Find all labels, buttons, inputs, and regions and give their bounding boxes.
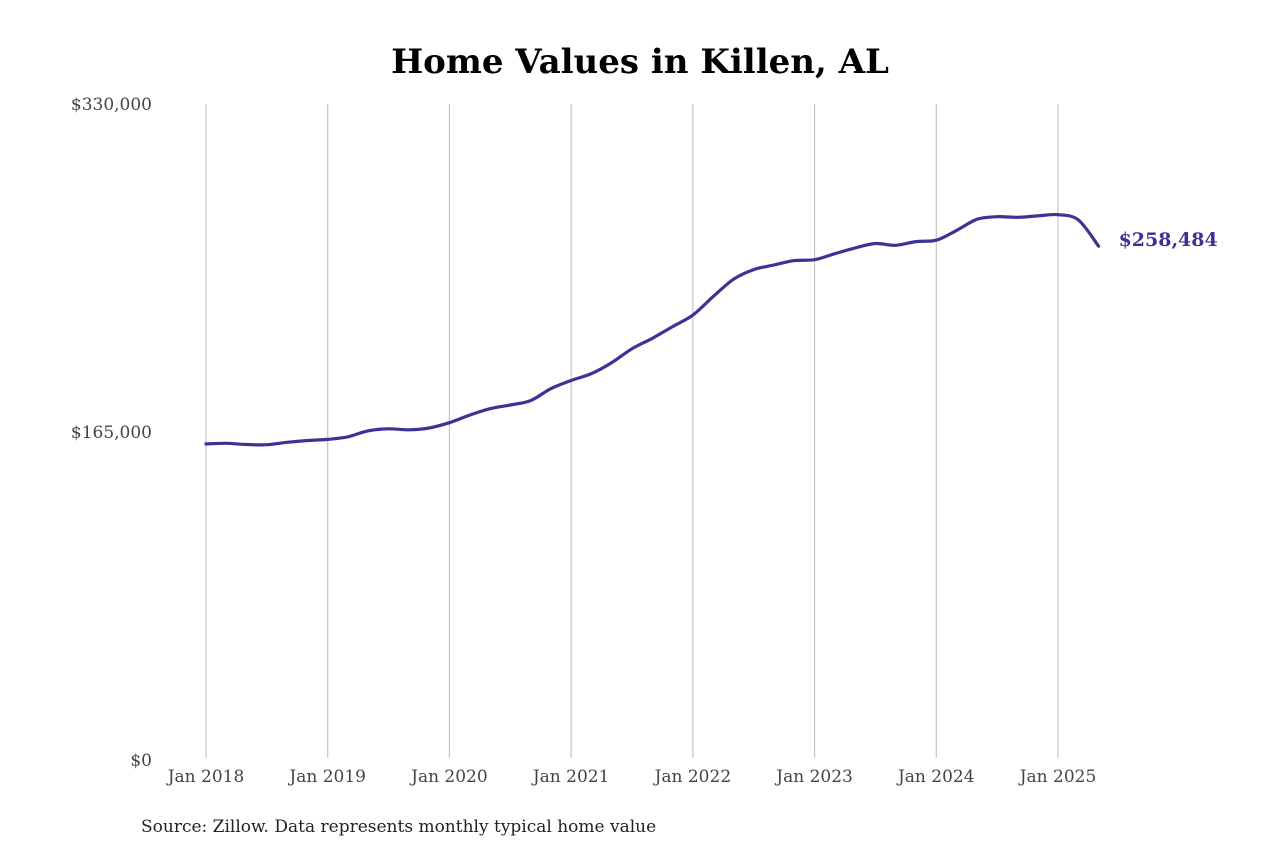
x-tick-label: Jan 2024 <box>896 767 975 787</box>
x-tick-label: Jan 2018 <box>166 767 245 787</box>
chart-title: Home Values in Killen, AL <box>391 42 889 82</box>
x-tick-label: Jan 2023 <box>774 767 853 787</box>
y-tick-label: $330,000 <box>71 95 152 115</box>
x-tick-label: Jan 2022 <box>653 767 732 787</box>
x-tick-label: Jan 2021 <box>531 767 610 787</box>
series-line-home-value <box>204 212 1101 447</box>
y-tick-label: $165,000 <box>71 423 152 443</box>
y-tick-label: $0 <box>130 751 152 771</box>
source-note: Source: Zillow. Data represents monthly … <box>141 817 657 837</box>
y-axis-ticks: $0 $165,000 $330,000 <box>71 95 152 771</box>
x-tick-label: Jan 2025 <box>1018 767 1097 787</box>
data-labels: $258,484 <box>1119 229 1218 251</box>
x-tick-label: Jan 2020 <box>409 767 488 787</box>
gridlines <box>205 104 1059 758</box>
x-tick-label: Jan 2019 <box>287 767 366 787</box>
x-axis-ticks: Jan 2018 Jan 2019 Jan 2020 Jan 2021 Jan 2022… <box>166 767 1097 787</box>
end-value-label: $258,484 <box>1119 229 1218 251</box>
series-layer <box>204 212 1101 447</box>
